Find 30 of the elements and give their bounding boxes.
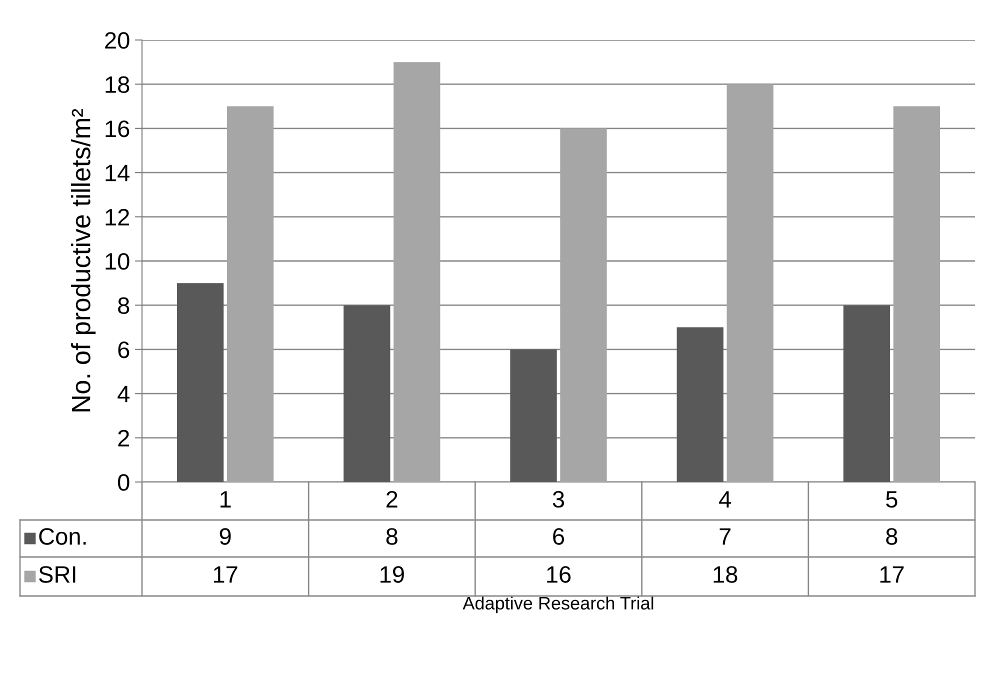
legend-label: SRI [39,566,76,583]
y-tick-label: 4 [118,386,130,402]
y-tick-label: 14 [106,164,130,182]
y-tick-label: 2 [118,430,130,446]
data-label: 18 [714,566,738,583]
x-tick-label: 3 [552,490,564,508]
data-label: 8 [386,528,398,545]
data-label: 19 [380,566,404,583]
y-tick-label: 10 [106,253,130,270]
y-tick-label: 8 [118,297,130,314]
y-axis-title: No. of productive tillets/m² [71,108,96,412]
data-label: 16 [547,566,571,583]
x-tick-label: 5 [886,491,898,508]
y-tick-label: 0 [118,474,130,491]
data-label: 17 [880,566,904,583]
y-tick-label: 20 [105,32,130,49]
y-tick-label: 16 [106,120,130,138]
y-tick-label: 12 [106,208,130,226]
data-label: 7 [720,528,730,545]
data-label: 9 [220,528,231,545]
y-tick-label: 6 [118,341,130,358]
legend-label: Con. [39,528,86,545]
y-tick-label: 18 [106,76,130,93]
x-tick-label: 4 [719,491,731,508]
data-label: 6 [553,528,564,545]
data-label: 17 [214,566,238,583]
x-axis-title: Adaptive Research Trial [462,596,654,614]
x-tick-label: 2 [386,490,398,508]
data-label: 8 [886,528,898,545]
x-tick-label: 1 [220,491,231,508]
